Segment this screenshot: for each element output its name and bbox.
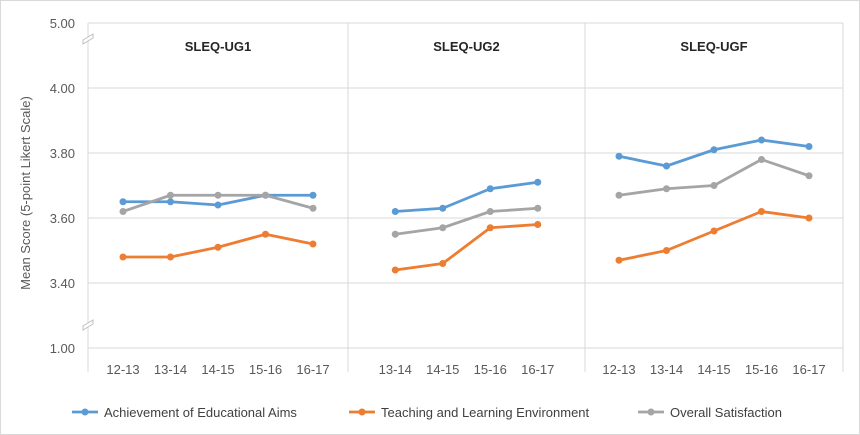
y-tick-label: 1.00 (50, 341, 75, 356)
x-tick-label: 14-15 (697, 362, 730, 377)
data-point (663, 247, 670, 254)
y-tick-label: 3.60 (50, 211, 75, 226)
data-point (663, 185, 670, 193)
axis-break-mark (82, 319, 94, 331)
legend-label: Overall Satisfaction (670, 405, 782, 420)
data-point (534, 221, 542, 228)
x-tick-label: 16-17 (296, 362, 329, 377)
data-point (534, 178, 542, 186)
data-point (214, 201, 222, 209)
x-tick-label: 12-13 (106, 362, 139, 377)
y-tick-label: 4.00 (50, 81, 75, 96)
x-tick-label: 13-14 (379, 362, 412, 377)
series-line (395, 180, 538, 213)
data-point (710, 227, 718, 235)
panel-title: SLEQ-UG2 (433, 39, 499, 54)
x-tick-label: 15-16 (474, 362, 507, 377)
data-point (391, 208, 399, 215)
x-tick-label: 14-15 (201, 362, 234, 377)
panel-titles: SLEQ-UG1 SLEQ-UG2 SLEQ-UGF (185, 39, 748, 54)
data-point (167, 253, 174, 261)
data-point (439, 204, 447, 212)
data-point (262, 230, 269, 238)
x-tick-label: 13-14 (650, 362, 683, 377)
series-lines (119, 136, 813, 274)
y-axis-title: Mean Score (5-point Likert Scale) (18, 96, 33, 290)
legend-label: Achievement of Educational Aims (104, 405, 297, 420)
data-point (309, 204, 317, 212)
data-point (486, 224, 494, 232)
data-point (615, 152, 623, 160)
data-point (615, 191, 623, 199)
x-tick-label: 15-16 (249, 362, 282, 377)
panel-dividers (87, 22, 844, 372)
y-axis-ticks: 5.00 4.00 3.80 3.60 3.40 1.00 (50, 16, 75, 356)
series-line (395, 223, 538, 272)
data-point (758, 156, 765, 163)
x-tick-label: 16-17 (792, 362, 825, 377)
legend: Achievement of Educational Aims Teaching … (72, 405, 782, 420)
data-point (615, 256, 623, 264)
data-point (309, 191, 317, 199)
data-point (439, 224, 447, 232)
x-tick-label: 15-16 (745, 362, 778, 377)
series-line (395, 206, 538, 236)
y-tick-label: 3.80 (50, 146, 75, 161)
x-tick-label: 14-15 (426, 362, 459, 377)
data-point (119, 198, 127, 206)
data-point (391, 266, 399, 274)
data-point (710, 182, 718, 189)
data-point (391, 230, 399, 238)
data-point (119, 208, 127, 215)
data-point (805, 143, 813, 150)
data-point (758, 136, 765, 144)
data-point (119, 253, 127, 261)
data-point (805, 172, 813, 180)
y-tick-label: 5.00 (50, 16, 75, 31)
x-tick-label: 13-14 (154, 362, 187, 377)
data-point (534, 204, 542, 212)
data-point (214, 191, 222, 199)
data-point (167, 198, 174, 206)
data-point (486, 208, 494, 215)
gridlines (88, 87, 843, 349)
legend-marker (358, 408, 366, 416)
panel-title: SLEQ-UGF (680, 39, 747, 54)
panel-title: SLEQ-UG1 (185, 39, 251, 54)
x-tick-label: 16-17 (521, 362, 554, 377)
data-point (309, 240, 317, 248)
data-point (805, 214, 813, 222)
data-point (758, 208, 765, 215)
data-point (262, 191, 269, 199)
legend-marker (81, 408, 89, 416)
x-tick-label: 12-13 (602, 362, 635, 377)
data-point (663, 162, 670, 170)
axis-break-mark (82, 33, 94, 45)
data-point (214, 243, 222, 251)
data-point (486, 185, 494, 193)
data-point (439, 260, 447, 267)
data-point (710, 146, 718, 154)
data-point (167, 191, 174, 199)
x-axis-ticks: 12-13 13-14 14-15 15-16 16-17 13-14 14-15 15-16… (106, 362, 825, 377)
y-tick-label: 3.40 (50, 276, 75, 291)
axis-breaks (82, 33, 94, 331)
legend-label: Teaching and Learning Environment (381, 405, 590, 420)
legend-marker (647, 408, 655, 416)
